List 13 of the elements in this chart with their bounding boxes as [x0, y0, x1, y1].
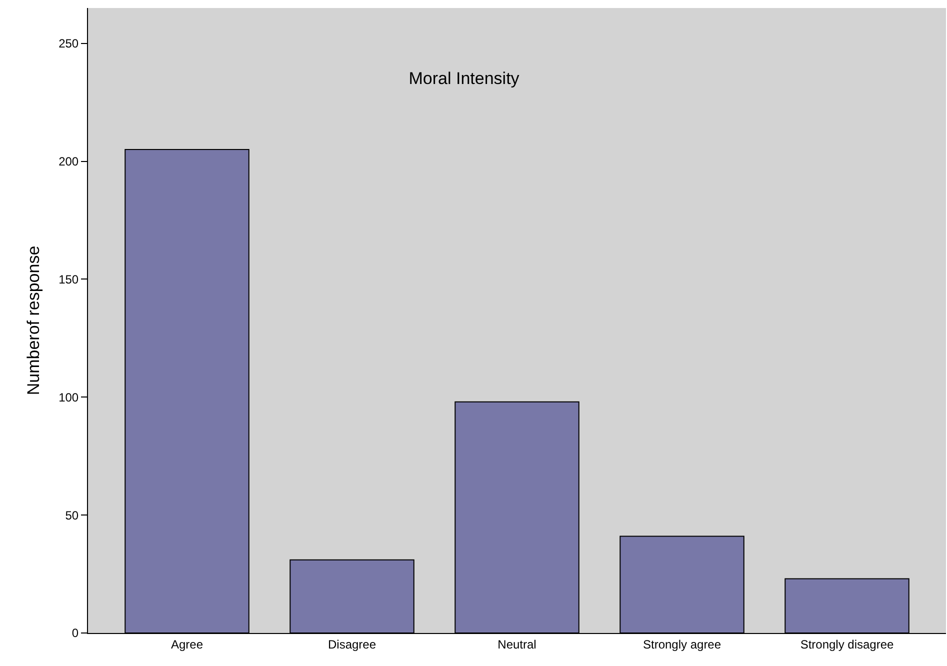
x-tick-label: Agree — [170, 637, 204, 652]
y-axis-title: Numberof response — [24, 246, 44, 396]
text: Moral Intensity — [408, 68, 520, 88]
y-tick-label: 50 — [65, 508, 79, 522]
x-tick-label: Strongly agree — [642, 637, 722, 652]
y-tick-label: 150 — [58, 272, 79, 286]
y-tick-label: 200 — [58, 154, 79, 168]
y-tick-label: 100 — [58, 390, 79, 404]
x-tick-label: Neutral — [498, 637, 536, 652]
y-tick-label: 250 — [58, 36, 79, 51]
x-tick-label: Strongly disagree — [800, 637, 894, 652]
x-tick-label: Disagree — [328, 637, 376, 652]
y-tick-label: 0 — [72, 626, 79, 640]
